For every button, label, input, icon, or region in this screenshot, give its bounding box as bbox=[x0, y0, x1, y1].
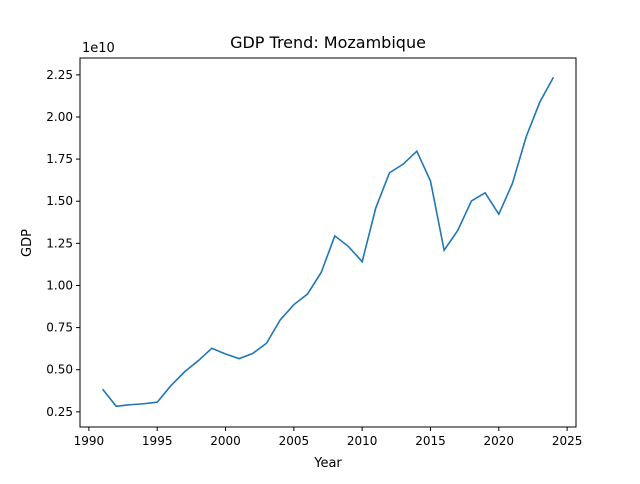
chart-title: GDP Trend: Mozambique bbox=[230, 33, 426, 52]
y-axis-scale-label: 1e10 bbox=[82, 41, 115, 56]
x-tick-label: 1995 bbox=[142, 434, 173, 448]
x-tick-label: 1990 bbox=[74, 434, 105, 448]
y-tick-label: 1.00 bbox=[46, 278, 73, 292]
plot-area: 1990 1995 2000 2005 2010 2015 2020 2025 0.25 0.5… bbox=[46, 57, 583, 448]
y-axis-label: GDP bbox=[20, 229, 35, 257]
x-tick-label: 2025 bbox=[552, 434, 583, 448]
x-tick-label: 2015 bbox=[415, 434, 446, 448]
x-axis-ticks: 1990 1995 2000 2005 2010 2015 2020 2025 bbox=[74, 427, 583, 448]
y-axis-ticks: 0.25 0.50 0.75 1.00 1.25 1.50 1.75 2.00 2.25 bbox=[46, 68, 80, 419]
x-tick-label: 2000 bbox=[210, 434, 241, 448]
plot-frame bbox=[79, 57, 577, 428]
x-axis-label: Year bbox=[313, 456, 342, 471]
x-tick-label: 2005 bbox=[279, 434, 310, 448]
y-tick-label: 0.50 bbox=[46, 363, 73, 377]
y-tick-label: 1.25 bbox=[46, 236, 73, 250]
y-tick-label: 2.25 bbox=[46, 68, 73, 82]
y-tick-label: 1.75 bbox=[46, 152, 73, 166]
y-tick-label: 1.50 bbox=[46, 194, 73, 208]
y-tick-label: 2.00 bbox=[46, 110, 73, 124]
gdp-series-line bbox=[101, 76, 555, 408]
y-tick-label: 0.75 bbox=[46, 321, 73, 335]
x-tick-label: 2020 bbox=[484, 434, 515, 448]
x-tick-label: 2010 bbox=[347, 434, 378, 448]
y-tick-label: 0.25 bbox=[46, 405, 73, 419]
